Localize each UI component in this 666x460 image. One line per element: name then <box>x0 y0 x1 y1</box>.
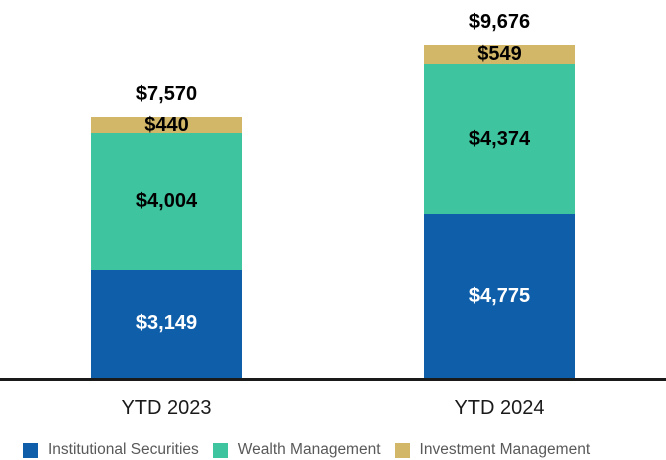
bar-segment-institutional-securities: $4,775 <box>424 214 575 378</box>
legend-label: Institutional Securities <box>48 441 199 458</box>
bar-segment-investment-management: $440 <box>91 114 242 136</box>
segment-value-label: $549 <box>477 43 522 66</box>
legend-item-institutional-securities: Institutional Securities <box>23 441 199 459</box>
segment-value-label: $3,149 <box>135 312 198 335</box>
segment-value-label: $4,374 <box>468 127 531 150</box>
legend-label: Investment Management <box>419 441 591 458</box>
bar-segment-investment-management: $549 <box>424 43 575 66</box>
segment-value-label: $4,004 <box>135 189 198 212</box>
bar-total-label: $9,676 <box>468 11 531 34</box>
legend-label: Wealth Management <box>237 441 381 458</box>
legend-swatch-wealth-management <box>212 442 228 458</box>
segment-value-label: $4,775 <box>468 284 531 307</box>
chart-legend: Institutional Securities Wealth Managemen… <box>23 441 590 459</box>
bar-segment-institutional-securities: $3,149 <box>91 269 242 378</box>
x-axis-baseline <box>0 377 666 381</box>
category-label-ytd-2024: YTD 2024 <box>454 397 545 419</box>
bar-segment-wealth-management: $4,004 <box>91 132 242 270</box>
legend-item-investment-management: Investment Management <box>394 441 591 459</box>
bar-total-label: $7,570 <box>135 83 198 106</box>
bar-segment-wealth-management: $4,374 <box>424 64 575 215</box>
legend-swatch-institutional-securities <box>23 442 38 458</box>
legend-swatch-investment-management <box>394 442 410 458</box>
legend-item-wealth-management: Wealth Management <box>212 441 381 459</box>
segment-value-label: $440 <box>144 113 189 136</box>
category-label-ytd-2023: YTD 2023 <box>121 397 212 419</box>
